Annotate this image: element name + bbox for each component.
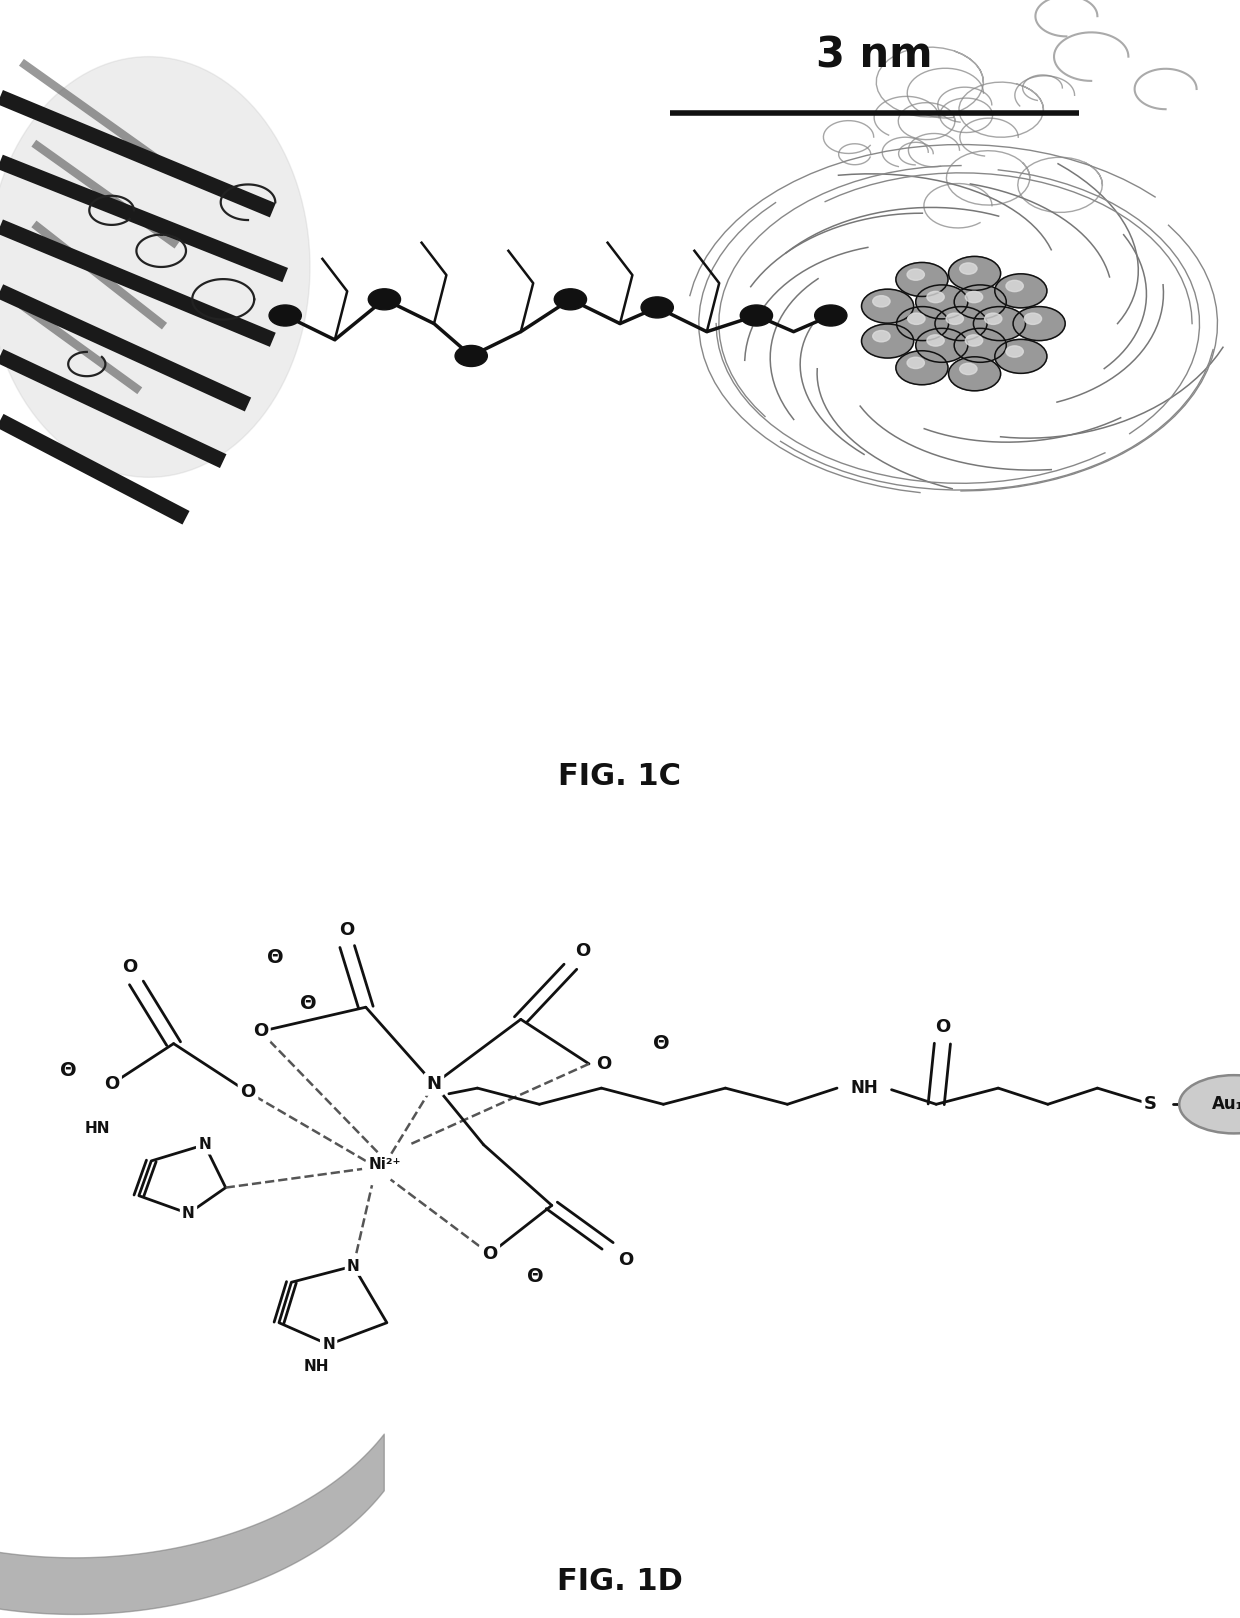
Text: NH: NH bbox=[304, 1359, 330, 1374]
Circle shape bbox=[897, 307, 949, 341]
Circle shape bbox=[269, 304, 301, 327]
Circle shape bbox=[908, 314, 925, 325]
Ellipse shape bbox=[0, 57, 310, 477]
Text: O: O bbox=[619, 1251, 634, 1270]
Text: O: O bbox=[935, 1018, 950, 1037]
Text: N: N bbox=[322, 1336, 335, 1353]
Circle shape bbox=[895, 351, 949, 385]
Circle shape bbox=[955, 328, 1007, 362]
Text: Θ: Θ bbox=[267, 948, 283, 966]
Circle shape bbox=[895, 262, 949, 296]
Circle shape bbox=[985, 314, 1002, 325]
Text: Θ: Θ bbox=[300, 993, 316, 1013]
Circle shape bbox=[1006, 280, 1023, 291]
Text: FIG. 1C: FIG. 1C bbox=[558, 762, 682, 791]
Text: N: N bbox=[182, 1205, 195, 1222]
Circle shape bbox=[949, 358, 1001, 392]
Text: N: N bbox=[198, 1137, 211, 1152]
Circle shape bbox=[873, 296, 890, 307]
Circle shape bbox=[740, 304, 773, 327]
Circle shape bbox=[994, 340, 1047, 374]
Circle shape bbox=[935, 307, 987, 341]
Text: Θ: Θ bbox=[60, 1061, 76, 1079]
Circle shape bbox=[906, 269, 924, 280]
Text: HN: HN bbox=[84, 1121, 110, 1136]
Text: Θ: Θ bbox=[527, 1267, 543, 1286]
Circle shape bbox=[455, 346, 487, 367]
Circle shape bbox=[554, 288, 587, 311]
Circle shape bbox=[973, 307, 1025, 341]
Text: O: O bbox=[340, 921, 355, 940]
Circle shape bbox=[994, 273, 1047, 307]
Circle shape bbox=[960, 364, 977, 375]
Circle shape bbox=[965, 291, 982, 303]
Text: O: O bbox=[482, 1244, 497, 1264]
Circle shape bbox=[949, 256, 1001, 290]
Circle shape bbox=[960, 262, 977, 273]
Circle shape bbox=[815, 304, 847, 327]
Circle shape bbox=[965, 335, 982, 346]
Text: NH: NH bbox=[851, 1079, 878, 1097]
Text: O: O bbox=[596, 1055, 611, 1073]
Ellipse shape bbox=[1179, 1074, 1240, 1134]
Circle shape bbox=[1024, 314, 1042, 325]
Circle shape bbox=[928, 291, 945, 303]
Text: S: S bbox=[1145, 1095, 1157, 1113]
Circle shape bbox=[368, 288, 401, 311]
Circle shape bbox=[915, 285, 968, 319]
Circle shape bbox=[906, 358, 924, 369]
Circle shape bbox=[873, 330, 890, 341]
Circle shape bbox=[1013, 307, 1065, 341]
Circle shape bbox=[862, 324, 914, 358]
Text: FIG. 1D: FIG. 1D bbox=[557, 1568, 683, 1595]
Text: 3 nm: 3 nm bbox=[816, 36, 932, 78]
Text: Θ: Θ bbox=[653, 1034, 670, 1053]
Circle shape bbox=[915, 328, 968, 362]
Text: O: O bbox=[241, 1082, 255, 1102]
Circle shape bbox=[955, 285, 1007, 319]
Circle shape bbox=[1006, 346, 1023, 358]
Text: N: N bbox=[347, 1259, 360, 1273]
Text: N: N bbox=[427, 1074, 441, 1094]
Circle shape bbox=[946, 314, 963, 325]
Text: O: O bbox=[575, 942, 590, 959]
Text: Ni²⁺: Ni²⁺ bbox=[368, 1157, 401, 1173]
Text: O: O bbox=[123, 958, 138, 976]
Circle shape bbox=[862, 290, 914, 324]
Text: Au₁₅: Au₁₅ bbox=[1211, 1095, 1240, 1113]
Text: O: O bbox=[104, 1074, 119, 1094]
Text: O: O bbox=[253, 1023, 268, 1040]
Circle shape bbox=[641, 298, 673, 319]
Circle shape bbox=[928, 335, 945, 346]
